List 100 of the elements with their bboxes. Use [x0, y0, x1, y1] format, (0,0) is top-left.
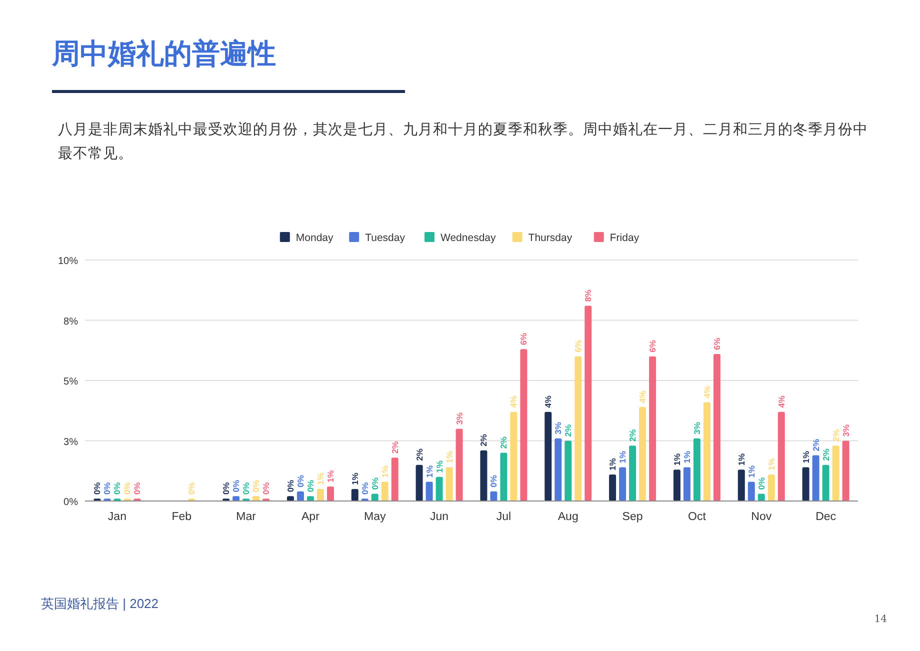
bar: [490, 491, 498, 501]
data-label: 1%: [736, 452, 746, 466]
data-label: 0%: [370, 477, 380, 490]
data-label: 3%: [553, 422, 564, 434]
bar: [306, 496, 314, 501]
bar: [554, 438, 562, 501]
data-label: 8%: [583, 289, 594, 302]
data-label: 6%: [573, 340, 584, 352]
data-label: 2%: [390, 440, 400, 454]
data-label: 2%: [414, 448, 424, 461]
data-label: 2%: [563, 424, 574, 437]
data-label: 4%: [702, 385, 712, 398]
title: 周中婚礼的普遍性: [52, 38, 276, 69]
data-label: 0%: [186, 482, 197, 495]
y-tick-label: 0%: [64, 497, 78, 508]
data-label: 4%: [776, 395, 786, 408]
legend-label: Friday: [610, 232, 640, 244]
data-label: 2%: [830, 428, 841, 442]
bar: [802, 467, 810, 501]
bar: [436, 476, 443, 501]
x-tick-label: Feb: [172, 511, 192, 523]
x-tick-label: Jun: [430, 511, 449, 523]
bar: [286, 496, 294, 501]
data-label: 0%: [231, 479, 242, 492]
data-label: 2%: [628, 428, 638, 442]
data-label: 1%: [444, 450, 454, 464]
data-label: 3%: [692, 422, 702, 434]
legend-label: Monday: [296, 232, 334, 244]
data-label: 1%: [380, 464, 390, 478]
bar: [619, 467, 626, 501]
data-label: 1%: [434, 460, 444, 473]
data-label: 4%: [508, 395, 519, 408]
data-label: 1%: [672, 452, 682, 466]
bar: [574, 356, 582, 501]
data-label: 1%: [350, 472, 360, 485]
data-label: 1%: [800, 450, 811, 464]
x-tick-label: Mar: [236, 511, 256, 523]
data-label: 1%: [746, 464, 756, 478]
data-label: 0%: [360, 482, 370, 495]
data-label: 1%: [618, 450, 628, 464]
data-label: 1%: [315, 472, 326, 485]
bar: [426, 482, 433, 501]
bar: [232, 496, 240, 501]
y-tick-label: 3%: [64, 436, 78, 448]
y-tick-label: 8%: [64, 316, 78, 328]
bar: [500, 452, 508, 501]
bar: [480, 450, 488, 501]
legend-label: Thursday: [528, 232, 573, 244]
bar: [446, 467, 453, 501]
bar: [649, 356, 656, 501]
bar: [456, 428, 463, 501]
x-tick-label: May: [364, 511, 386, 523]
data-label: 0%: [122, 482, 132, 495]
bar: [544, 412, 552, 501]
bar: [381, 482, 388, 501]
data-label: 3%: [840, 424, 851, 437]
bar: [713, 354, 720, 501]
bar: [768, 474, 775, 501]
data-label: 0%: [241, 482, 252, 495]
data-label: 2%: [498, 436, 509, 449]
data-label: 0%: [132, 482, 142, 495]
data-label: 0%: [488, 474, 499, 488]
legend-label: Tuesday: [365, 232, 406, 244]
data-label: 2%: [820, 448, 831, 461]
chart-subtitle: 八月是非周末婚礼中最受欢迎的月份，其次是七月、九月和十月的夏季和秋季。周中婚礼在一月、二月和三月的冬季月份中最不常见。: [58, 120, 868, 164]
data-label: 0%: [112, 482, 122, 495]
x-tick-label: Nov: [751, 511, 772, 523]
bar: [842, 440, 850, 501]
data-label: 0%: [92, 482, 102, 495]
bar: [351, 488, 358, 501]
x-tick-label: Aug: [558, 511, 578, 523]
bar: [564, 440, 572, 501]
bar: [822, 464, 830, 501]
bar: [520, 349, 528, 501]
bar: [738, 470, 745, 501]
bar: [748, 482, 755, 501]
bar: [629, 446, 636, 501]
data-label: 0%: [285, 479, 296, 492]
data-label: 0%: [261, 482, 272, 495]
text: 14: [874, 614, 887, 625]
data-label: 0%: [295, 474, 306, 488]
x-tick-label: Apr: [302, 511, 320, 523]
data-label: 4%: [543, 395, 554, 408]
data-label: 4%: [638, 390, 648, 404]
data-label: 6%: [648, 340, 658, 352]
bar: [683, 467, 690, 501]
bar: [316, 488, 324, 501]
data-label: 2%: [478, 434, 489, 446]
data-label: 1%: [424, 464, 434, 478]
bar: [693, 438, 700, 501]
bar: [703, 402, 710, 501]
data-label: 6%: [518, 332, 529, 346]
data-label: 0%: [756, 477, 766, 490]
bar: [812, 455, 820, 501]
bar: [252, 496, 260, 501]
bar: [673, 470, 680, 501]
text: 英国婚礼报告 | 2022: [41, 596, 159, 611]
x-tick-label: Dec: [816, 511, 836, 523]
data-label: 0%: [221, 482, 232, 495]
data-label: 1%: [325, 470, 336, 483]
